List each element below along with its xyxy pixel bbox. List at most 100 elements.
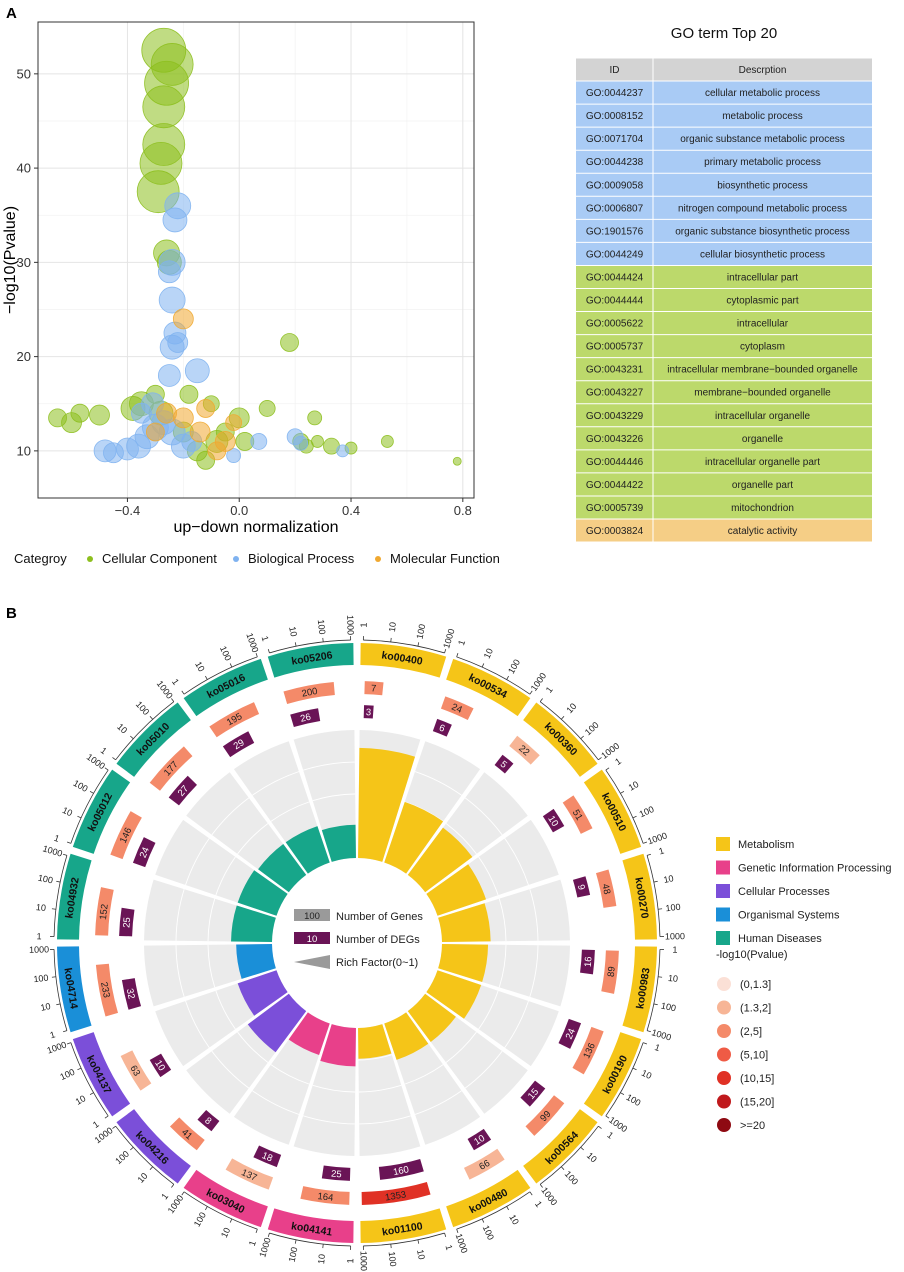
rich-factor-gridline [207,944,216,988]
table-row [576,173,872,197]
rich-factor-bar [247,993,307,1053]
scale-tick-label: 100 [37,873,54,886]
scale-tick [417,642,420,647]
pathway-class-segment [360,643,447,678]
gene-count-bar [601,950,619,994]
bubble-point [89,404,110,426]
scale-tick-label: 1000 [42,843,64,858]
bubble-point [158,286,186,314]
scale-tick [205,675,208,680]
x-tick-label: 0.8 [454,503,472,518]
scale-tick-label: 100 [58,1067,76,1082]
bubble-chart: −0.4 0.0 0.4 0.8 10 20 30 40 50 up−down normaliz… [2,21,475,536]
rich-factor-gridline [237,1031,269,1063]
rich-factor-gridline [215,990,236,1030]
pathway-class-segment [523,1109,598,1184]
pathway-class-segment [72,769,131,854]
table-cell-desc: primary metabolic process [704,157,821,168]
deg-count-label: 160 [392,1164,410,1178]
pvalue-legend-title: -log10(Pvalue) [716,949,788,961]
pathway-class-segment [116,1109,191,1184]
rich-factor-bar [384,1012,429,1060]
legend-swatch [87,556,93,562]
deg-count-bar [432,718,452,737]
scale-tick [294,642,297,647]
rich-factor-gridline [464,1050,503,1089]
class-legend-swatch [716,931,730,945]
table-cell-desc: intracellular [737,319,789,330]
scale-tick-label: 10 [35,902,46,913]
rich-factor-bar [407,827,473,893]
table-header-row [576,58,872,82]
rich-factor-gridline [175,889,185,941]
deg-count-bar [121,978,142,1010]
pvalue-legend-label: (1.3,2] [740,1003,771,1015]
rich-factor-bar [358,747,416,862]
table-cell-desc: cytoplasm [740,342,785,353]
rich-factor-gridline [404,1064,444,1085]
scale-tick [539,698,543,702]
table-row [576,288,872,312]
gene-count-label: 63 [127,1064,142,1079]
scale-tick [539,1184,543,1188]
rich-factor-gridline [211,1050,250,1089]
scale-tick [171,698,175,702]
scale-tick-label: 100 [316,619,328,635]
deg-count-bar [542,808,565,833]
x-tick-label: −0.4 [115,503,141,518]
deg-count-bar [363,705,374,719]
table-cell-desc: organelle [742,434,784,445]
deg-count-bar [580,949,595,975]
gene-count-bar [110,811,142,860]
rich-factor-bar [426,864,487,916]
scale-tick-label: 10 [316,1253,327,1264]
scale-tick-label: 1000 [29,944,49,954]
bubble-point [157,260,181,284]
scale-axis [456,656,531,695]
pathway-class-segment [583,769,642,854]
deg-count-label: 24 [138,846,152,860]
table-row [576,519,872,543]
rich-factor-bar [358,1024,392,1059]
table-cell-id: GO:0043226 [586,434,644,445]
scale-tick-label: 10 [415,1249,427,1261]
scale-tick-label: 100 [563,1169,581,1187]
scale-tick [417,1239,420,1244]
rich-factor-gridline [303,761,355,771]
x-tick-label: 0.0 [230,503,248,518]
gene-count-bar [463,1148,505,1180]
scale-tick [646,853,652,856]
scale-tick-label: 10 [115,722,129,736]
scale-axis [605,1042,644,1117]
table-cell-id: GO:0005739 [586,503,644,514]
bubble-point [145,422,165,442]
scale-tick-label: 1 [53,833,61,844]
panel-b-label: B [6,605,17,622]
table-cell-desc: cytoplasmic part [726,296,798,307]
bubble-point [380,435,394,448]
table-cell-desc: intracellular part [727,272,798,283]
table-row [576,242,872,266]
deg-count-label: 10 [472,1133,487,1148]
scale-tick [112,757,116,761]
deg-count-label: 10 [545,814,560,829]
gene-count-bar [169,1117,205,1151]
scale-tick [481,1218,485,1223]
pvalue-legend-swatch [717,1094,731,1109]
gene-count-label: 164 [317,1191,334,1204]
scale-axis [605,769,644,844]
pathway-class-segment [523,702,598,777]
table-cell-desc: metabolic process [722,111,803,122]
scale-tick [632,815,637,819]
gene-count-bar [440,696,474,721]
scale-tick [580,735,584,739]
class-legend-label: Metabolism [738,839,794,851]
table-cell-id: GO:0071704 [586,134,644,145]
deg-count-label: 5 [498,759,509,771]
deg-count-bar [290,708,321,728]
scale-tick [171,1184,175,1188]
pathway-class-segment [267,643,354,678]
bubble-points [48,27,462,470]
scale-tick-label: 100 [415,623,428,640]
pvalue-legend-label: (15,20] [740,1097,774,1109]
